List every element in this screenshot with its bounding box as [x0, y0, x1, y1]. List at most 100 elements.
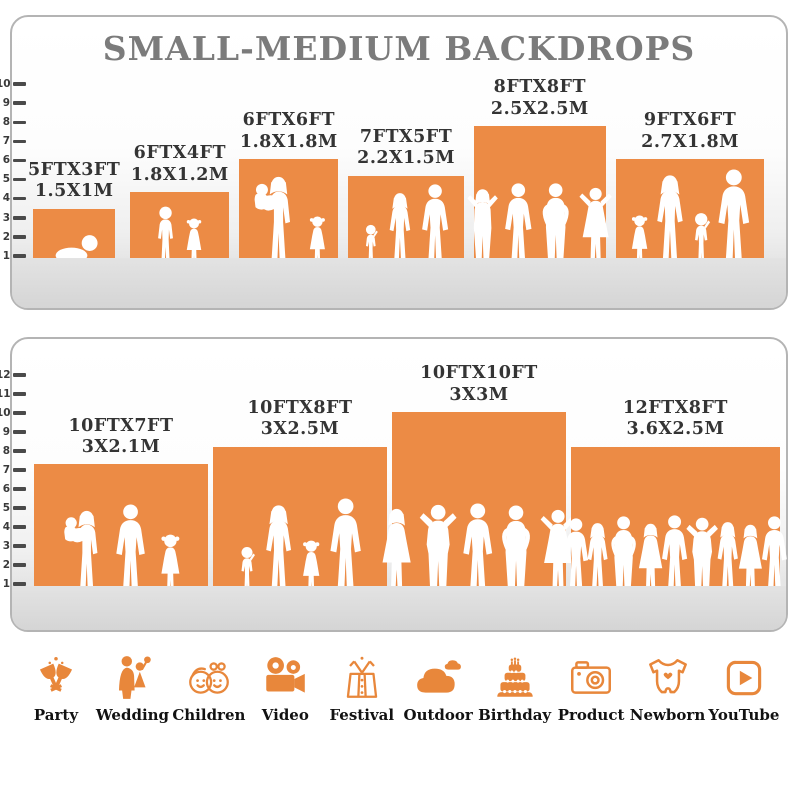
- page-title: SMALL-MEDIUM BACKDROPS: [102, 29, 696, 68]
- backdrop-rectangle: [571, 446, 780, 586]
- man-silhouette: [760, 516, 789, 596]
- tick-mark: [13, 468, 26, 472]
- category-label: Outdoor: [403, 706, 473, 724]
- size-m-text: 3X2.1M: [81, 436, 161, 457]
- tick-number: 11: [0, 387, 11, 400]
- tick-number: 9: [2, 425, 10, 438]
- category-label: Product: [557, 706, 625, 724]
- category-label: Video: [261, 706, 309, 724]
- category-label: Wedding: [95, 706, 170, 724]
- tick-number: 10: [0, 77, 11, 90]
- ruler-tick: 4: [0, 521, 26, 533]
- backdrop-rectangle: [130, 192, 230, 258]
- youtube-icon: [719, 652, 769, 704]
- tick-number: 1: [2, 249, 10, 262]
- ruler-tick: 5: [0, 174, 26, 186]
- size-ft-text: 10FTX8FT: [247, 398, 353, 419]
- tick-number: 7: [2, 463, 10, 476]
- size-m-text: 3X2.5M: [260, 419, 340, 440]
- birthday-icon: [490, 652, 540, 704]
- man-silhouette: [461, 503, 494, 596]
- woman-carry-silhouette: [250, 176, 298, 268]
- category-item: Children: [172, 652, 245, 724]
- floor-medium: [12, 586, 786, 630]
- ruler-tick: 3: [0, 540, 26, 552]
- ruler-tick: 8: [0, 116, 26, 128]
- tick-mark: [13, 487, 26, 491]
- tick-number: 2: [2, 558, 10, 571]
- tick-mark: [13, 582, 26, 586]
- tick-number: 1: [2, 577, 10, 590]
- size-m-text: 1.5X1M: [34, 181, 114, 202]
- tick-number: 3: [2, 211, 10, 224]
- tick-mark: [13, 563, 26, 567]
- tick-mark: [13, 449, 26, 453]
- tick-number: 9: [2, 96, 10, 109]
- tick-mark: [13, 411, 26, 415]
- backdrop-rectangle: [34, 464, 208, 586]
- tick-mark: [13, 254, 26, 258]
- tick-mark: [13, 120, 26, 125]
- tick-mark: [13, 235, 26, 239]
- silhouette-group: [334, 184, 478, 268]
- backdrop-size-label: 10FTX10FT 3X3M: [420, 363, 538, 406]
- backdrop-rectangle: [32, 208, 116, 259]
- size-ft-text: 6FTX6FT: [242, 110, 335, 131]
- category-label: YouTube: [708, 706, 780, 724]
- backdrop-size-label: 12FTX8FT 3.6X2.5M: [623, 398, 728, 441]
- category-label: Party: [33, 706, 79, 724]
- silhouette-group: [378, 503, 580, 596]
- tick-number: 8: [2, 444, 10, 457]
- tick-mark: [13, 216, 26, 220]
- man-silhouette: [114, 504, 147, 596]
- backdrop: 5FTX3FT 1.5X1M: [28, 160, 120, 258]
- video-icon: [260, 652, 310, 704]
- ruler-tick: 6: [0, 483, 26, 495]
- backdrop-rectangle: [474, 126, 606, 258]
- ruler-tick: 5: [0, 502, 26, 514]
- tick-mark: [13, 177, 26, 182]
- category-label: Festival: [329, 706, 395, 724]
- category-bar: Party Wedding Children Video Festival Ou…: [0, 652, 800, 724]
- tick-number: 12: [0, 368, 11, 381]
- category-item: YouTube: [708, 652, 780, 724]
- backdrop-rectangle: [615, 159, 765, 258]
- tick-number: 6: [2, 482, 10, 495]
- silhouette-group: [557, 515, 794, 596]
- backdrop-row-small: 5FTX3FT 1.5X1M 6FTX4FT 1.8X1.2M 6FTX6FT …: [28, 77, 765, 258]
- man-silhouette: [716, 169, 752, 268]
- tick-mark: [13, 525, 26, 529]
- festival-icon: [337, 652, 387, 704]
- tick-number: 5: [2, 501, 10, 514]
- size-m-text: 3.6X2.5M: [626, 419, 725, 440]
- size-m-text: 3X3M: [449, 384, 509, 405]
- size-m-text: 2.7X1.8M: [641, 131, 739, 152]
- tick-number: 6: [2, 154, 10, 167]
- category-item: Video: [251, 652, 319, 724]
- ruler-tick: 11: [0, 388, 26, 400]
- tick-mark: [13, 430, 26, 434]
- tick-number: 5: [2, 173, 10, 186]
- tick-mark: [13, 506, 26, 510]
- man-armsup-silhouette: [417, 504, 459, 596]
- backdrop-size-label: 10FTX7FT 3X2.1M: [68, 416, 173, 459]
- panel-medium-backdrops: 123456789101112 10FTX7FT 3X2.1M 10FTX8FT…: [0, 337, 788, 632]
- tick-number: 2: [2, 230, 10, 243]
- woman-armsup-silhouette: [465, 188, 500, 268]
- ruler-tick: 3: [0, 212, 26, 224]
- tick-number: 4: [2, 192, 10, 205]
- backdrop-size-label: 10FTX8FT 3X2.5M: [247, 398, 352, 441]
- backdrop-size-label: 9FTX6FT 2.7X1.8M: [641, 110, 739, 153]
- backdrop: 12FTX8FT 3.6X2.5M: [571, 398, 780, 586]
- party-icon: [31, 652, 81, 704]
- backdrop-size-label: 8FTX8FT 2.5X2.5M: [491, 77, 589, 120]
- backdrop-rectangle: [392, 412, 566, 586]
- tick-number: 4: [2, 520, 10, 533]
- backdrop: 7FTX5FT 2.2X1.5M: [348, 127, 464, 258]
- backdrop: 6FTX6FT 1.8X1.8M: [239, 110, 339, 258]
- tick-mark: [13, 196, 26, 201]
- man-hips-silhouette: [537, 183, 574, 268]
- size-ft-text: 7FTX5FT: [359, 126, 453, 147]
- tick-mark: [13, 82, 26, 86]
- silhouette-group: [602, 169, 779, 268]
